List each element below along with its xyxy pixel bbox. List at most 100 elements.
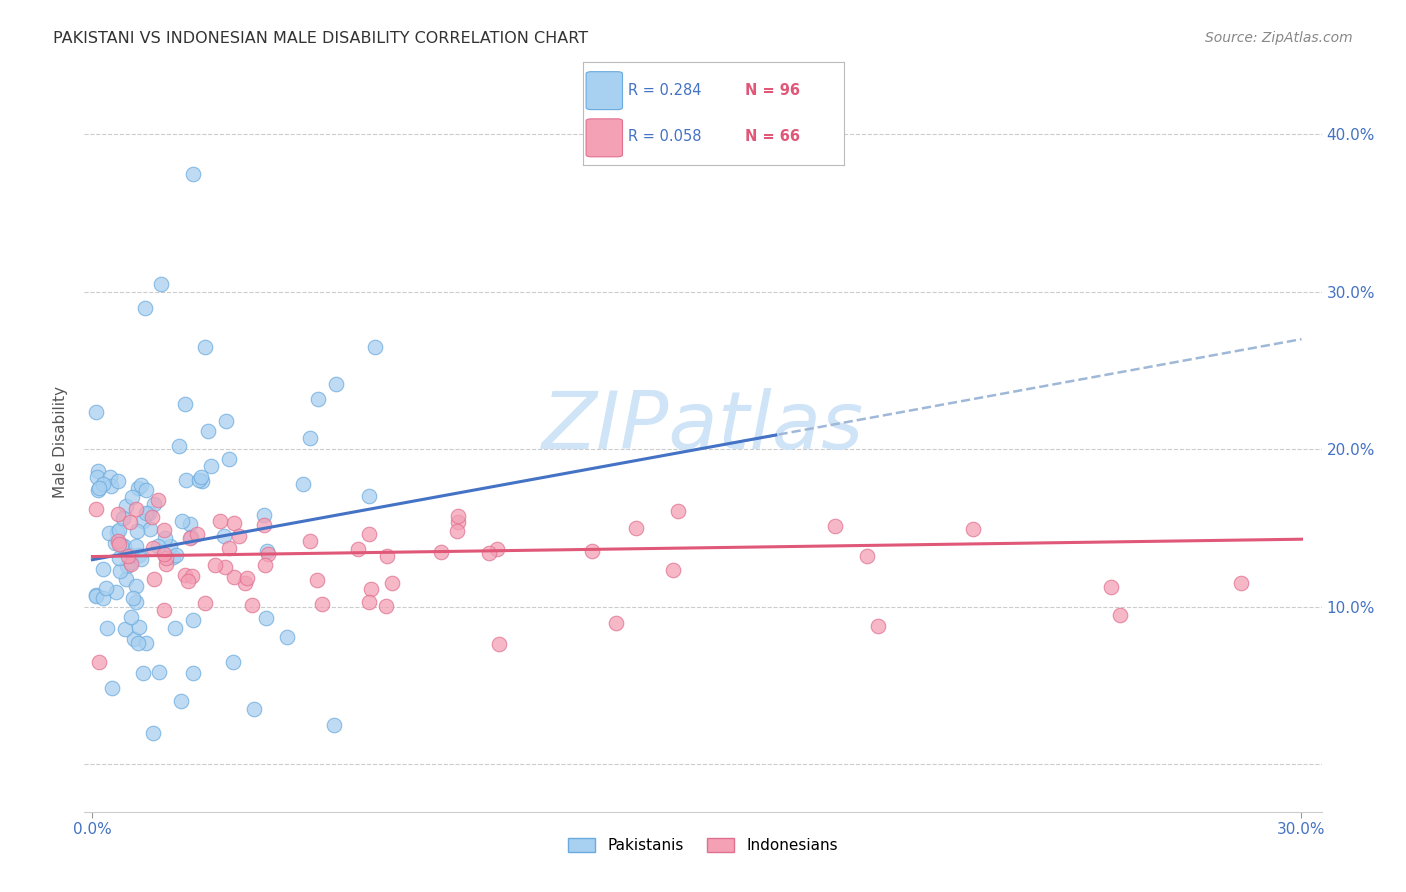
Point	[666, 504, 689, 518]
Point	[208, 514, 231, 528]
Point	[108, 523, 131, 537]
Point	[153, 523, 176, 537]
Point	[222, 516, 245, 531]
Point	[105, 524, 128, 539]
Point	[120, 548, 142, 562]
Point	[253, 508, 276, 523]
Point	[152, 603, 174, 617]
Point	[162, 550, 184, 565]
Point	[98, 470, 121, 484]
Point	[181, 613, 204, 627]
Point	[177, 574, 200, 589]
Point	[149, 277, 172, 291]
Point	[375, 599, 398, 613]
Point	[142, 726, 165, 740]
Point	[135, 636, 157, 650]
Y-axis label: Male Disability: Male Disability	[53, 385, 69, 498]
Point	[138, 506, 160, 520]
Point	[86, 501, 108, 516]
Point	[121, 591, 143, 605]
FancyBboxPatch shape	[586, 119, 623, 157]
Point	[1230, 576, 1253, 591]
Legend: Pakistanis, Indonesians: Pakistanis, Indonesians	[562, 832, 844, 860]
Point	[89, 481, 111, 495]
Point	[200, 459, 222, 474]
Point	[132, 514, 155, 528]
Point	[125, 594, 148, 608]
Point	[112, 539, 135, 553]
Point	[121, 490, 143, 504]
Point	[430, 545, 453, 559]
Point	[298, 431, 321, 445]
Point	[148, 665, 170, 679]
Point	[179, 516, 201, 531]
Point	[962, 522, 984, 536]
Point	[446, 524, 468, 538]
Point	[125, 579, 148, 593]
Point	[359, 489, 381, 503]
Text: R = 0.058: R = 0.058	[627, 129, 702, 145]
Point	[173, 397, 195, 411]
Point	[128, 549, 150, 563]
Point	[380, 576, 402, 591]
Point	[124, 632, 146, 646]
Point	[131, 478, 153, 492]
Point	[146, 539, 169, 553]
Point	[222, 570, 245, 584]
Point	[179, 532, 201, 546]
Point	[605, 615, 627, 630]
Point	[96, 621, 118, 635]
Point	[152, 547, 174, 561]
Point	[291, 477, 314, 491]
Point	[108, 564, 131, 578]
Point	[142, 572, 165, 586]
Point	[127, 481, 149, 495]
Point	[146, 493, 169, 508]
Point	[256, 544, 278, 558]
Point	[163, 621, 186, 635]
Point	[108, 550, 131, 565]
Point	[174, 473, 197, 487]
Point	[1109, 607, 1132, 622]
Point	[488, 637, 510, 651]
Point	[91, 477, 114, 491]
Point	[86, 589, 108, 603]
Point	[478, 546, 501, 560]
Point	[180, 569, 202, 583]
Point	[107, 507, 129, 521]
Point	[155, 558, 177, 572]
Point	[824, 519, 846, 533]
Point	[174, 567, 197, 582]
Point	[98, 525, 121, 540]
Point	[107, 533, 129, 548]
Point	[1099, 580, 1122, 594]
Point	[307, 573, 329, 587]
Text: N = 66: N = 66	[745, 129, 800, 145]
Point	[134, 301, 156, 315]
Point	[360, 582, 382, 597]
Point	[181, 666, 204, 681]
Point	[228, 529, 250, 543]
Point	[624, 521, 647, 535]
Point	[240, 598, 263, 612]
Point	[115, 558, 138, 573]
Point	[311, 598, 333, 612]
Point	[214, 560, 236, 574]
Point	[485, 542, 508, 557]
Point	[141, 509, 163, 524]
Point	[87, 483, 110, 497]
Point	[186, 526, 208, 541]
Point	[86, 405, 108, 419]
Point	[87, 464, 110, 478]
Point	[104, 585, 127, 599]
Point	[107, 475, 129, 489]
Text: Source: ZipAtlas.com: Source: ZipAtlas.com	[1205, 31, 1353, 45]
Point	[256, 547, 278, 561]
Point	[307, 392, 329, 406]
Point	[110, 538, 132, 552]
Point	[447, 508, 470, 523]
Point	[204, 558, 226, 573]
Text: ZIPatlas: ZIPatlas	[541, 388, 865, 466]
Point	[197, 424, 219, 438]
Point	[167, 439, 190, 453]
